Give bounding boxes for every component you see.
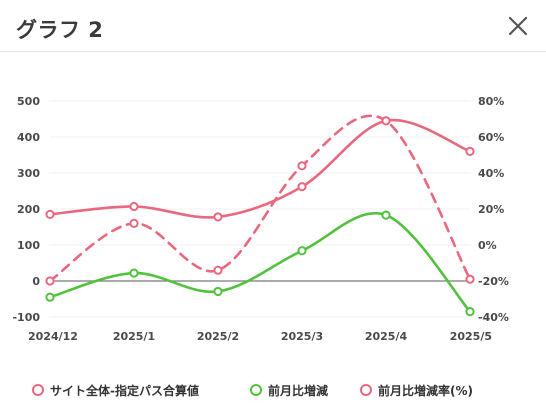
x-tick-label: 2025/2 xyxy=(197,330,239,343)
data-point-1-5 xyxy=(465,307,475,317)
y-right-tick-label: 20% xyxy=(478,203,504,216)
data-point-0-3 xyxy=(297,182,307,192)
y-left-tick-label: 100 xyxy=(17,239,40,252)
data-point-2-2 xyxy=(213,265,223,275)
data-point-1-3 xyxy=(297,246,307,256)
legend-label-mom-rate: 前月比増減率(%) xyxy=(378,383,473,398)
data-point-1-4 xyxy=(381,210,391,220)
y-left-tick-label: 500 xyxy=(17,95,40,108)
data-point-0-5 xyxy=(465,146,475,157)
data-point-0-0 xyxy=(45,209,55,219)
x-tick-label: 2025/5 xyxy=(450,330,492,343)
legend-marker-site-total xyxy=(32,384,44,396)
legend-item-mom-rate[interactable]: 前月比増減率(%) xyxy=(360,380,473,400)
series-line-2 xyxy=(48,114,472,283)
legend-marker-mom-rate xyxy=(360,384,372,396)
legend-marker-mom-diff xyxy=(250,384,262,396)
series-line-0 xyxy=(48,118,472,219)
line-chart: 500 400 300 200 100 0 -100 80% 60% 40% 20% 0% -20% -4… xyxy=(12,95,509,343)
legend-label-mom-diff: 前月比増減 xyxy=(268,383,329,398)
dialog-title: グラフ 2 xyxy=(16,18,104,42)
x-tick-label: 2025/4 xyxy=(365,330,408,343)
data-point-1-0 xyxy=(45,292,55,302)
chart-legend: サイト全体-指定パス合算値 前月比増減 前月比増減率(%) xyxy=(0,380,546,400)
x-tick-label: 2025/3 xyxy=(281,330,323,343)
legend-label-site-total: サイト全体-指定パス合算値 xyxy=(50,383,199,398)
y-right-tick-label: 40% xyxy=(478,167,504,180)
data-point-1-2 xyxy=(213,286,223,297)
series-line-1 xyxy=(48,212,472,313)
y-left-tick-label: -100 xyxy=(12,311,40,324)
data-point-0-4 xyxy=(381,116,391,126)
legend-item-site-total[interactable]: サイト全体-指定パス合算値 xyxy=(32,380,199,400)
close-icon xyxy=(508,16,528,36)
data-point-2-5 xyxy=(465,274,475,284)
legend-item-mom-diff[interactable]: 前月比増減 xyxy=(250,380,328,400)
y-left-tick-label: 200 xyxy=(17,203,40,216)
y-right-tick-label: -20% xyxy=(478,275,509,288)
y-left-tick-label: 0 xyxy=(32,275,40,288)
data-point-1-1 xyxy=(129,268,139,278)
y-left-tick-label: 400 xyxy=(17,131,40,144)
y-right-tick-label: 80% xyxy=(478,95,504,108)
data-point-2-3 xyxy=(297,161,307,171)
close-button[interactable] xyxy=(504,12,532,40)
y-right-tick-label: -40% xyxy=(478,311,509,324)
data-point-0-1 xyxy=(129,201,139,212)
y-left-tick-label: 300 xyxy=(17,167,40,180)
dialog-header: グラフ 2 xyxy=(0,0,546,52)
data-point-0-2 xyxy=(213,212,223,222)
x-tick-label: 2025/1 xyxy=(113,330,155,343)
y-right-tick-label: 60% xyxy=(478,131,504,144)
y-right-tick-label: 0% xyxy=(478,239,497,252)
x-tick-label: 2024/12 xyxy=(28,330,78,343)
data-point-2-0 xyxy=(45,276,55,286)
chart-area: 500 400 300 200 100 0 -100 80% 60% 40% 20% 0% -20% -4… xyxy=(0,52,546,408)
data-point-2-1 xyxy=(129,218,139,228)
